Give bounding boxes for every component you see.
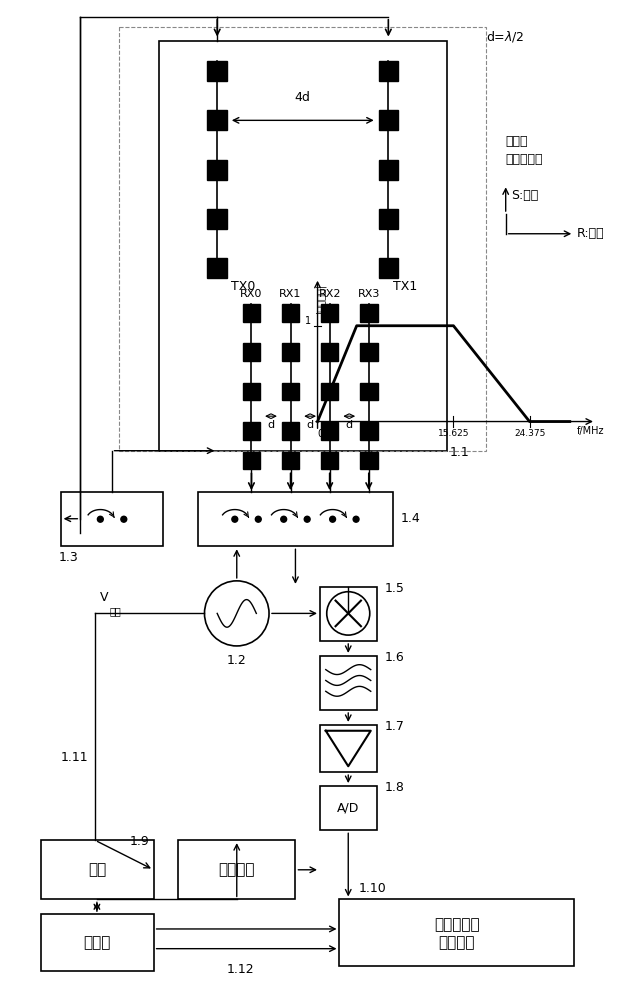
Text: 1.4: 1.4 — [401, 512, 421, 525]
Bar — [207, 258, 227, 278]
Bar — [321, 422, 338, 440]
Text: 1.9: 1.9 — [129, 835, 149, 848]
Text: A/D: A/D — [337, 801, 360, 814]
Text: 1.2: 1.2 — [227, 654, 246, 667]
Text: 处理单元: 处理单元 — [438, 935, 475, 950]
Bar — [159, 41, 447, 451]
Bar — [282, 343, 299, 361]
Text: 1.5: 1.5 — [384, 582, 404, 595]
Bar — [321, 383, 338, 400]
Bar — [243, 383, 260, 400]
Bar — [379, 110, 398, 130]
Text: 1.3: 1.3 — [59, 551, 79, 564]
Circle shape — [304, 516, 310, 522]
Text: RX3: RX3 — [358, 289, 380, 299]
Text: d: d — [346, 420, 353, 430]
Text: 1.1: 1.1 — [450, 446, 470, 459]
Bar — [243, 422, 260, 440]
Text: 4d: 4d — [294, 91, 310, 104]
Bar — [379, 160, 398, 180]
Text: d: d — [267, 420, 275, 430]
Bar — [282, 422, 299, 440]
Text: 1.10: 1.10 — [359, 882, 387, 895]
Text: 1.6: 1.6 — [384, 651, 404, 664]
Bar — [207, 61, 227, 81]
Text: V: V — [100, 591, 108, 604]
Bar — [379, 209, 398, 229]
Circle shape — [98, 516, 103, 522]
Bar — [207, 110, 227, 130]
Bar — [41, 914, 154, 971]
Circle shape — [329, 516, 336, 522]
Text: 数字化: 数字化 — [83, 935, 111, 950]
Bar — [243, 343, 260, 361]
Bar — [178, 840, 295, 899]
Bar — [360, 422, 377, 440]
Text: RX2: RX2 — [318, 289, 341, 299]
Bar — [60, 492, 163, 546]
Text: 降频: 降频 — [88, 862, 106, 877]
Bar — [282, 452, 299, 469]
Text: d=$\lambda$/2: d=$\lambda$/2 — [486, 29, 524, 44]
Bar — [360, 304, 377, 322]
Text: R:水平: R:水平 — [577, 227, 605, 240]
Text: TX1: TX1 — [393, 280, 418, 293]
Text: RX0: RX0 — [240, 289, 263, 299]
Circle shape — [281, 516, 287, 522]
Bar — [282, 383, 299, 400]
Text: 1.12: 1.12 — [227, 963, 255, 976]
Bar — [320, 786, 377, 830]
Bar — [340, 899, 574, 966]
Text: S:垂直: S:垂直 — [512, 189, 539, 202]
Bar — [243, 304, 260, 322]
Text: 数字化信号: 数字化信号 — [434, 918, 479, 933]
Bar — [282, 304, 299, 322]
Circle shape — [255, 516, 261, 522]
Bar — [360, 343, 377, 361]
Bar — [120, 27, 486, 451]
Bar — [320, 725, 377, 772]
Text: 1.11: 1.11 — [60, 751, 88, 764]
Circle shape — [232, 516, 238, 522]
Text: RX1: RX1 — [279, 289, 302, 299]
Bar — [360, 383, 377, 400]
Text: 1.7: 1.7 — [384, 720, 404, 733]
Bar — [321, 343, 338, 361]
Bar — [320, 587, 377, 641]
Bar — [320, 656, 377, 710]
Bar — [41, 840, 154, 899]
Text: 天线的定向: 天线的定向 — [506, 153, 543, 166]
Bar — [243, 452, 260, 469]
Text: TX0: TX0 — [231, 280, 255, 293]
Bar — [198, 492, 393, 546]
Text: 1.8: 1.8 — [384, 781, 404, 794]
Bar — [207, 160, 227, 180]
Circle shape — [121, 516, 127, 522]
Bar — [207, 209, 227, 229]
Text: 控制装置: 控制装置 — [219, 862, 255, 877]
Bar — [379, 258, 398, 278]
Bar — [360, 452, 377, 469]
Bar — [379, 61, 398, 81]
Text: 车辆中: 车辆中 — [506, 135, 528, 148]
Bar — [321, 452, 338, 469]
Text: 控制: 控制 — [110, 606, 122, 616]
Text: d: d — [307, 420, 314, 430]
Bar — [321, 304, 338, 322]
Circle shape — [353, 516, 359, 522]
